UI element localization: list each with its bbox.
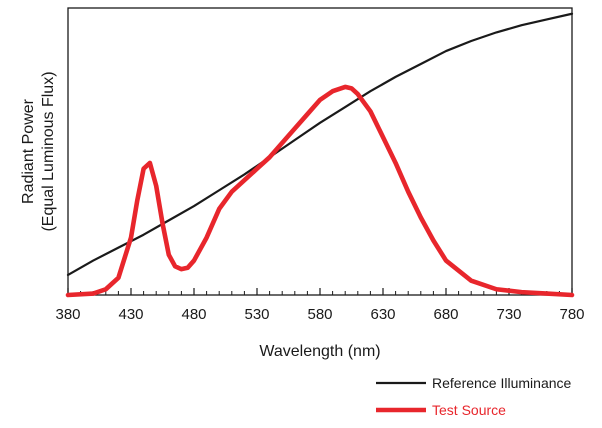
series-line-test-source bbox=[65, 84, 575, 298]
x-tick-label: 730 bbox=[496, 306, 521, 323]
legend-label-test-source: Test Source bbox=[432, 402, 506, 418]
plot-frame bbox=[67, 7, 573, 296]
y-axis-label-line: Radiant Power bbox=[20, 98, 37, 204]
x-tick-label: 680 bbox=[433, 306, 458, 323]
series-line-reference-illuminance bbox=[66, 12, 574, 277]
x-tick-label: 480 bbox=[181, 306, 206, 323]
y-axis-label: Radiant Power (Equal Luminous Flux) bbox=[20, 71, 57, 231]
x-axis-label: Wavelength (nm) bbox=[259, 343, 380, 360]
x-tick-label: 530 bbox=[244, 306, 269, 323]
legend-label-reference-illuminance: Reference Illuminance bbox=[432, 375, 572, 391]
x-tick-label: 580 bbox=[307, 306, 332, 323]
x-tick-label: 380 bbox=[55, 306, 80, 323]
x-tick-label: 630 bbox=[370, 306, 395, 323]
x-tick-label: 430 bbox=[118, 306, 143, 323]
x-tick-label: 780 bbox=[559, 306, 584, 323]
y-axis-label-line: (Equal Luminous Flux) bbox=[40, 71, 57, 231]
